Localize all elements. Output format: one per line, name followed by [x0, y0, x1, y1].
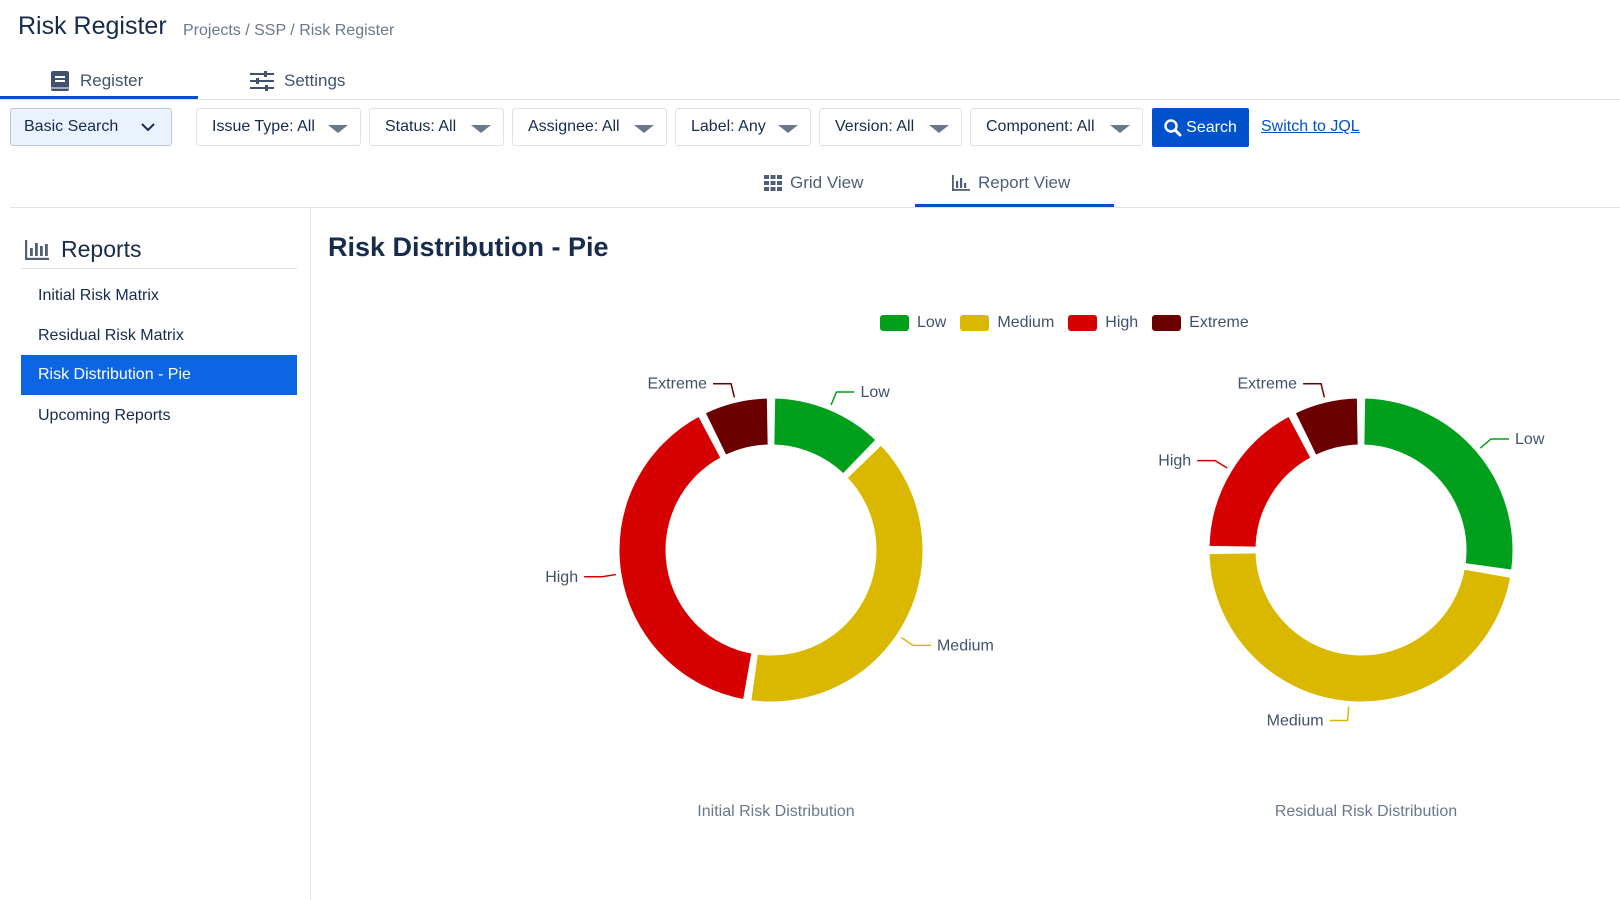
slice-label-extreme: Extreme [1238, 376, 1298, 393]
tab-grid-view-label: Grid View [790, 173, 864, 192]
caret-down-icon [634, 125, 654, 133]
leader-line-low [1479, 438, 1510, 449]
pie-slice-extreme[interactable] [702, 395, 771, 459]
tab-settings[interactable]: Settings [250, 62, 345, 100]
caret-down-icon [471, 125, 491, 133]
report-title: Risk Distribution - Pie [328, 232, 609, 262]
sliders-icon [250, 71, 274, 91]
tab-settings-label: Settings [284, 71, 346, 90]
sidebar-item-risk-distribution-pie[interactable]: Risk Distribution - Pie [21, 355, 297, 395]
tab-report-view-label: Report View [978, 173, 1071, 192]
legend-item-high[interactable]: High [1068, 314, 1138, 332]
legend-swatch-low [880, 315, 909, 331]
reports-heading: Reports [25, 236, 142, 263]
chevron-down-icon [139, 117, 157, 142]
pie-slice-low[interactable] [771, 395, 879, 477]
slice-label-high: High [545, 569, 578, 586]
legend-label-high: High [1105, 314, 1139, 331]
basic-search-label: Basic Search [24, 118, 119, 135]
filter-label[interactable]: Label: Any [675, 108, 811, 146]
tab-report-view[interactable]: Report View [952, 160, 1070, 206]
caret-down-icon [778, 125, 798, 133]
leader-line-medium [1329, 706, 1350, 722]
search-button-label: Search [1186, 118, 1237, 136]
tab-register-label: Register [80, 71, 144, 90]
caret-down-icon [1110, 125, 1130, 133]
leader-line-low [830, 391, 855, 406]
slice-label-high: High [1158, 453, 1191, 470]
leader-line-high [1197, 459, 1228, 469]
chart-legend: Low Medium High Extreme [880, 312, 1263, 334]
page-header: Risk Register Projects / SSP / Risk Regi… [0, 0, 1620, 100]
legend-item-low[interactable]: Low [880, 314, 946, 332]
book-icon [50, 70, 70, 92]
legend-swatch-medium [960, 315, 990, 331]
legend-label-low: Low [917, 314, 947, 331]
legend-label-extreme: Extreme [1189, 314, 1249, 331]
pie-slice-high[interactable] [616, 413, 755, 703]
leader-line-extreme [713, 382, 736, 398]
filter-label-label: Label: Any [691, 118, 766, 135]
filter-assignee-label: Assignee: All [528, 118, 620, 135]
slice-label-low: Low [1515, 431, 1545, 448]
filter-bar: Basic Search Issue Type: All Status: All… [0, 104, 1620, 150]
legend-item-extreme[interactable]: Extreme [1152, 314, 1249, 332]
page-title: Risk Register [18, 12, 167, 40]
pie-slice-low[interactable] [1361, 395, 1516, 573]
sidebar-item-residual-risk-matrix[interactable]: Residual Risk Matrix [38, 327, 184, 344]
pie-slice-extreme[interactable] [1292, 395, 1361, 459]
chart-icon [952, 175, 970, 191]
legend-item-medium[interactable]: Medium [960, 314, 1054, 332]
switch-to-jql-link[interactable]: Switch to JQL [1261, 118, 1360, 135]
tab-grid-view[interactable]: Grid View [764, 160, 863, 206]
slice-label-extreme: Extreme [648, 376, 708, 393]
view-tabs-divider [10, 207, 1620, 208]
legend-swatch-high [1068, 315, 1098, 331]
filter-assignee[interactable]: Assignee: All [512, 108, 667, 146]
pie-slice-medium[interactable] [1206, 550, 1514, 705]
legend-label-medium: Medium [997, 314, 1055, 331]
leader-line-extreme [1303, 382, 1326, 398]
search-button[interactable]: Search [1152, 108, 1249, 147]
slice-label-low: Low [860, 384, 890, 401]
chart-caption-residual: Residual Risk Distribution [1274, 803, 1458, 820]
tab-register-underline [0, 96, 198, 99]
leader-line-medium [900, 636, 931, 647]
pie-slice-high[interactable] [1206, 413, 1314, 550]
grid-icon [764, 175, 782, 191]
pie-slice-medium[interactable] [748, 442, 926, 705]
tab-report-view-underline [915, 204, 1114, 207]
reports-sidebar: Reports Initial Risk Matrix Residual Ris… [0, 208, 311, 900]
filter-status[interactable]: Status: All [369, 108, 504, 146]
search-icon [1164, 118, 1182, 137]
tab-register[interactable]: Register [50, 62, 143, 100]
filter-component-label: Component: All [986, 118, 1095, 135]
filter-issue-type[interactable]: Issue Type: All [196, 108, 361, 146]
caret-down-icon [328, 125, 348, 133]
caret-down-icon [929, 125, 949, 133]
slice-label-medium: Medium [937, 637, 994, 654]
chart-icon [25, 239, 49, 260]
sidebar-item-upcoming-reports[interactable]: Upcoming Reports [38, 407, 171, 424]
filter-version[interactable]: Version: All [819, 108, 962, 146]
reports-heading-label: Reports [61, 236, 142, 262]
legend-swatch-extreme [1152, 315, 1182, 331]
filter-component[interactable]: Component: All [970, 108, 1143, 146]
sidebar-divider [21, 268, 297, 269]
chart-caption-initial: Initial Risk Distribution [697, 803, 855, 820]
leader-line-high [584, 573, 617, 578]
sidebar-item-initial-risk-matrix[interactable]: Initial Risk Matrix [38, 287, 159, 304]
filter-version-label: Version: All [835, 118, 915, 135]
filter-issue-type-label: Issue Type: All [212, 118, 315, 135]
basic-search-dropdown[interactable]: Basic Search [10, 108, 172, 146]
filter-status-label: Status: All [385, 118, 457, 135]
breadcrumb[interactable]: Projects / SSP / Risk Register [183, 22, 395, 39]
slice-label-medium: Medium [1267, 712, 1324, 729]
